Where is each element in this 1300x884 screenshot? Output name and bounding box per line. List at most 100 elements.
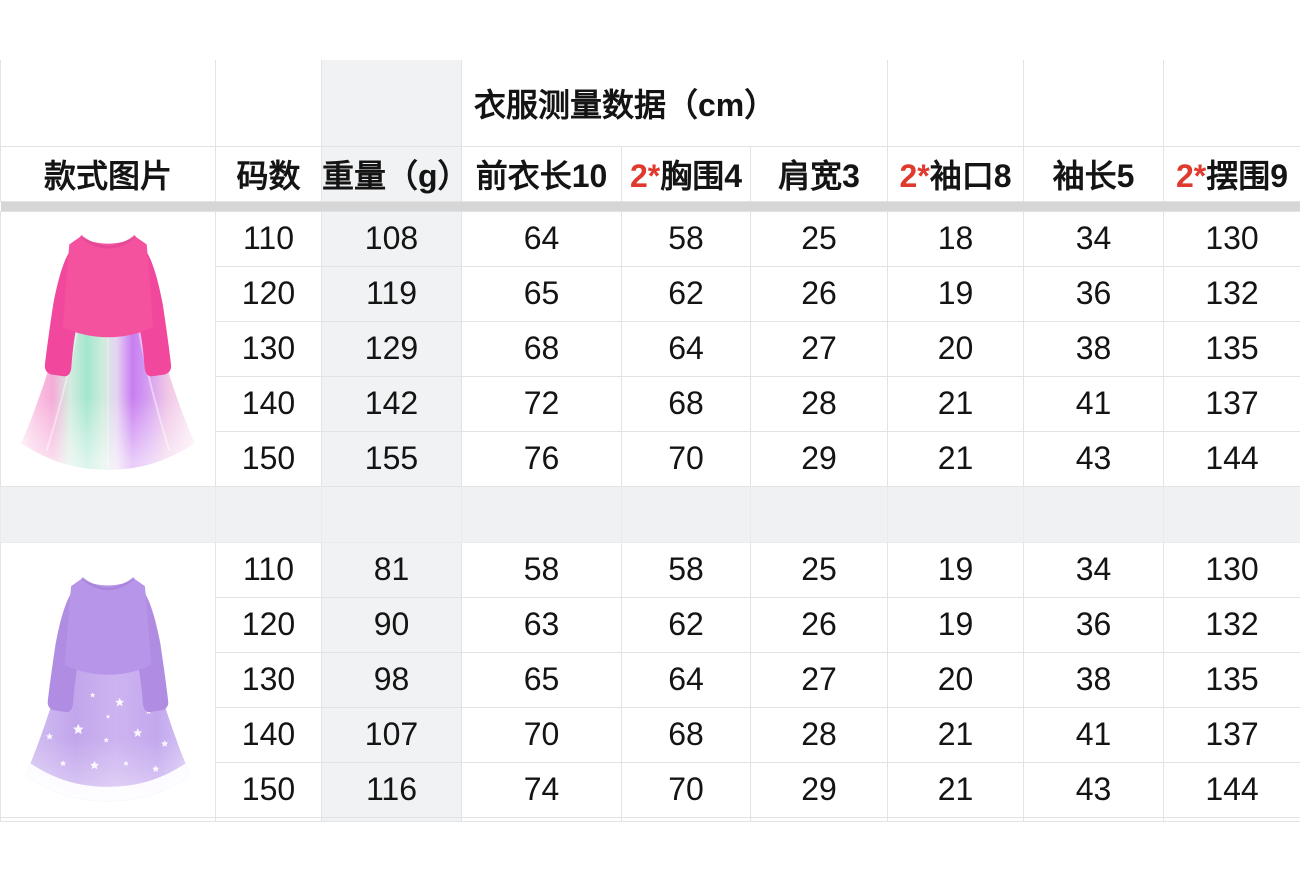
table-row: 110 108 64 58 25 18 34 130: [0, 210, 1300, 487]
header-divider-band: [0, 200, 1300, 212]
cuff-cell: 21: [887, 761, 1025, 818]
front-length-cell: 65: [461, 265, 622, 322]
size-cell: 140: [215, 375, 322, 432]
chest-cell: 58: [621, 210, 751, 267]
hem-cell: 137: [1163, 375, 1300, 432]
front-length-cell: 74: [461, 761, 622, 818]
front-length-cell: 70: [461, 706, 622, 763]
hem-cell: 135: [1163, 320, 1300, 377]
size-cell: 110: [215, 210, 322, 267]
chest-cell: 58: [621, 541, 751, 598]
empty-cell: [1023, 60, 1165, 147]
table-row: 120 119 65 62 26 19 36 132: [1, 265, 1300, 322]
cuff-cell: 21: [887, 375, 1025, 432]
shoulder-cell: 28: [749, 375, 889, 432]
table-row: 140 107 70 68 28 21 41 137: [1, 706, 1300, 763]
product-image-cell: [0, 210, 216, 487]
front-length-cell: 72: [461, 375, 622, 432]
chest-cell: 70: [621, 430, 751, 487]
size-cell: 120: [215, 596, 322, 653]
shoulder-cell: 29: [749, 761, 889, 818]
cuff-cell: 19: [887, 541, 1025, 598]
header-shoulder: 肩宽3: [749, 145, 889, 202]
weight-cell: 98: [321, 651, 462, 708]
weight-cell: 81: [321, 541, 462, 598]
table-row: 150 155 76 70 29 21 43 144: [1, 430, 1300, 487]
front-length-cell: 65: [461, 651, 622, 708]
hem-cell: 144: [1163, 430, 1300, 487]
chest-cell: 62: [621, 265, 751, 322]
sleeve-cell: 41: [1023, 375, 1165, 432]
weight-cell: 107: [321, 706, 462, 763]
size-cell: 120: [215, 265, 322, 322]
pink-rainbow-tulle-dress-image: [21, 234, 195, 470]
product-image-cell: [0, 541, 216, 818]
shoulder-cell: 28: [749, 706, 889, 763]
size-cell: 110: [215, 541, 322, 598]
hem-cell: 137: [1163, 706, 1300, 763]
weight-cell: 119: [321, 265, 462, 322]
column-header-row: 款式图片 码数 重量（g） 前衣长10 2*胸围4 肩宽3 2*袖口8 袖长5 …: [0, 145, 1300, 202]
cuff-cell: 20: [887, 651, 1025, 708]
empty-cell: [215, 60, 322, 147]
header-hem: 2*摆围9: [1163, 145, 1300, 202]
chest-cell: 68: [621, 706, 751, 763]
shoulder-cell: 25: [749, 210, 889, 267]
size-cell: 130: [215, 651, 322, 708]
chest-cell: 62: [621, 596, 751, 653]
header-size: 码数: [215, 145, 322, 202]
shoulder-cell: 27: [749, 651, 889, 708]
size-cell: 130: [215, 320, 322, 377]
header-style-image: 款式图片: [0, 145, 216, 202]
front-length-cell: 63: [461, 596, 622, 653]
weight-cell: 116: [321, 761, 462, 818]
sleeve-cell: 34: [1023, 541, 1165, 598]
table-row: 130 129 68 64 27 20 38 135: [1, 320, 1300, 377]
header-cuff: 2*袖口8: [887, 145, 1025, 202]
size-cell: 150: [215, 761, 322, 818]
sleeve-cell: 36: [1023, 265, 1165, 322]
table-row: 110 81 58 58 25 19 34 130: [0, 541, 1300, 818]
cuff-cell: 21: [887, 706, 1025, 763]
cuff-cell: 19: [887, 596, 1025, 653]
sleeve-cell: 38: [1023, 320, 1165, 377]
hem-cell: 130: [1163, 210, 1300, 267]
size-chart-table: 衣服测量数据（cm） 款式图片 码数 重量（g） 前衣长10 2*胸围4 肩宽3…: [0, 60, 1300, 822]
table-row: 140 142 72 68 28 21 41 137: [1, 375, 1300, 432]
cuff-cell: 21: [887, 430, 1025, 487]
empty-cell: [0, 60, 216, 147]
size-cell: 150: [215, 430, 322, 487]
header-weight: 重量（g）: [321, 145, 462, 202]
header-sleeve-length: 袖长5: [1023, 145, 1165, 202]
empty-cell: [1163, 60, 1300, 147]
chest-cell: 68: [621, 375, 751, 432]
front-length-cell: 64: [461, 210, 622, 267]
front-length-cell: 58: [461, 541, 622, 598]
sleeve-cell: 38: [1023, 651, 1165, 708]
front-length-cell: 76: [461, 430, 622, 487]
chest-cell: 64: [621, 651, 751, 708]
empty-cell: [887, 60, 1025, 147]
measurement-title: 衣服测量数据（cm）: [460, 60, 889, 147]
weight-cell: 90: [321, 596, 462, 653]
sleeve-cell: 34: [1023, 210, 1165, 267]
cuff-cell: 19: [887, 265, 1025, 322]
header-front-length: 前衣长10: [461, 145, 622, 202]
purple-star-tulle-dress-image: [25, 576, 191, 801]
title-row: 衣服测量数据（cm）: [0, 60, 1300, 147]
weight-cell: 129: [321, 320, 462, 377]
cuff-cell: 20: [887, 320, 1025, 377]
shoulder-cell: 26: [749, 265, 889, 322]
hem-cell: 130: [1163, 541, 1300, 598]
shoulder-cell: 29: [749, 430, 889, 487]
sleeve-cell: 36: [1023, 596, 1165, 653]
hem-cell: 132: [1163, 265, 1300, 322]
table-row: 130 98 65 64 27 20 38 135: [1, 651, 1300, 708]
cuff-cell: 18: [887, 210, 1025, 267]
sleeve-cell: 41: [1023, 706, 1165, 763]
empty-cell: [321, 60, 462, 147]
chest-cell: 70: [621, 761, 751, 818]
weight-cell: 108: [321, 210, 462, 267]
hem-cell: 135: [1163, 651, 1300, 708]
